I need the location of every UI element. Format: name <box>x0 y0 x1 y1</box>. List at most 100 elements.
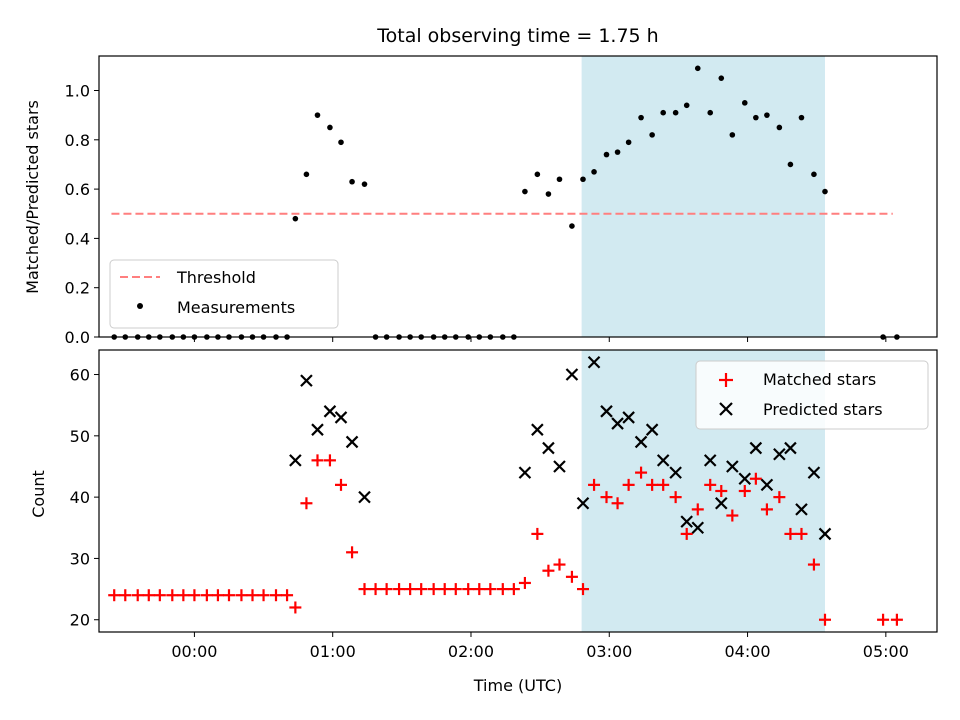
matched-star-marker <box>246 589 259 602</box>
measurement-point <box>522 188 528 195</box>
legend-matched-label: Matched stars <box>763 370 876 389</box>
top-observing-window <box>581 56 825 337</box>
bottom-x-ticks: 00:00 01:00 02:00 03:00 04:00 05:00 <box>171 632 909 661</box>
matched-star-marker <box>211 589 224 602</box>
bottom-y-tick-label: 30 <box>70 549 90 568</box>
matched-star-marker <box>784 527 797 540</box>
matched-star-marker <box>795 527 808 540</box>
matched-star-marker <box>635 466 648 479</box>
legend-threshold-label: Threshold <box>176 268 256 287</box>
top-legend: Threshold Measurements <box>109 259 339 329</box>
matched-star-marker <box>565 570 578 583</box>
matched-star-marker <box>484 583 497 596</box>
measurement-point <box>683 102 690 109</box>
matched-star-marker <box>691 503 704 516</box>
matched-star-marker <box>531 527 544 540</box>
measurement-point <box>361 181 368 187</box>
measurement-point <box>303 171 310 178</box>
measurement-point <box>625 139 632 146</box>
matched-star-marker <box>222 589 235 602</box>
measurement-point <box>314 112 321 118</box>
top-y-tick-label: 0.2 <box>65 279 90 298</box>
measurement-point <box>694 65 701 72</box>
measurement-point <box>569 223 575 229</box>
measurement-point <box>787 161 794 168</box>
measurement-point <box>545 191 552 197</box>
matched-star-marker <box>507 583 520 596</box>
bottom-y-axis-label: Count <box>29 470 48 518</box>
matched-star-marker <box>311 454 324 467</box>
predicted-star-marker <box>576 496 590 510</box>
predicted-star-marker <box>311 423 324 436</box>
predicted-star-marker <box>611 417 624 430</box>
predicted-star-marker <box>691 521 705 535</box>
predicted-star-marker <box>773 447 786 461</box>
bottom-panel: 20 30 40 50 60 00:00 01:00 02:00 03:00 04:00 05:0… <box>29 349 938 695</box>
matched-star-marker <box>749 472 762 485</box>
matched-star-marker <box>323 454 336 467</box>
predicted-star-marker <box>760 478 774 492</box>
predicted-star-marker <box>334 411 348 424</box>
measurement-point <box>638 114 644 121</box>
matched-star-marker <box>473 583 486 596</box>
predicted-star-marker <box>587 355 601 369</box>
measurement-point <box>764 112 770 118</box>
legend-predicted-label: Predicted stars <box>763 400 883 419</box>
predicted-star-marker <box>738 472 752 486</box>
bottom-y-ticks: 20 30 40 50 60 <box>70 366 99 630</box>
measurement-point <box>707 109 714 116</box>
predicted-star-marker <box>518 466 532 479</box>
predicted-star-marker <box>807 466 821 479</box>
measurement-point <box>729 132 736 138</box>
matched-star-marker <box>704 478 717 491</box>
matched-star-marker <box>177 589 190 602</box>
predicted-star-marker <box>645 423 659 436</box>
matched-star-marker <box>108 589 121 602</box>
measurement-point <box>798 114 805 121</box>
measurement-point <box>591 169 597 175</box>
figure-title: Total observing time = 1.75 h <box>376 25 658 47</box>
measurement-point <box>614 149 621 155</box>
predicted-star-marker <box>703 454 717 467</box>
matched-star-marker <box>270 589 283 602</box>
predicted-star-marker <box>358 490 371 504</box>
predicted-star-marker <box>553 460 566 473</box>
matched-star-marker <box>760 503 773 516</box>
matched-star-marker <box>818 613 831 626</box>
top-y-tick-label: 1.0 <box>65 82 90 101</box>
matched-star-marker <box>890 613 903 626</box>
top-y-tick-label: 0.6 <box>65 180 90 199</box>
matched-star-marker <box>119 589 132 602</box>
matched-star-marker <box>669 491 682 504</box>
matched-star-marker <box>588 478 601 491</box>
matched-star-marker <box>427 583 440 596</box>
predicted-star-marker <box>565 368 579 381</box>
predicted-star-marker <box>622 411 635 424</box>
matched-star-marker <box>576 583 589 596</box>
top-y-tick-label: 0.4 <box>65 229 90 248</box>
bottom-y-tick-label: 40 <box>70 488 90 507</box>
bottom-x-tick-label: 03:00 <box>586 642 632 661</box>
matched-star-marker <box>622 478 635 491</box>
legend-matched-swatch <box>719 373 733 387</box>
bottom-x-tick-label: 05:00 <box>863 642 909 661</box>
measurement-point <box>741 100 748 106</box>
matched-star-marker <box>462 583 475 596</box>
matched-star-marker <box>200 589 213 602</box>
legend-predicted-swatch <box>719 402 733 416</box>
predicted-star-marker <box>669 466 682 479</box>
matched-star-marker <box>553 558 566 571</box>
predicted-star-marker <box>600 405 613 418</box>
bottom-legend: Matched stars Predicted stars <box>695 360 929 430</box>
predicted-star-marker <box>634 435 648 449</box>
predicted-star-marker <box>795 503 808 516</box>
matched-star-marker <box>738 485 751 497</box>
legend-measurements-swatch <box>137 303 143 309</box>
measurement-point <box>718 75 725 81</box>
matched-star-marker <box>807 558 820 571</box>
matched-star-marker <box>393 583 406 596</box>
predicted-star-marker <box>323 405 337 418</box>
matched-star-marker <box>438 583 451 596</box>
matched-star-marker <box>188 589 201 602</box>
